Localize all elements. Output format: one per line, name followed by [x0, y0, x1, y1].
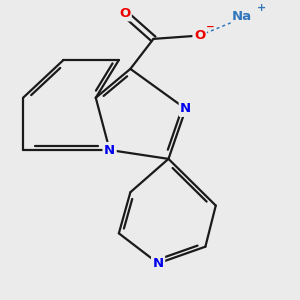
Text: Na: Na — [232, 10, 252, 23]
Text: N: N — [152, 257, 164, 270]
Text: O: O — [194, 29, 205, 42]
Text: +: + — [257, 3, 266, 13]
Text: O: O — [119, 7, 130, 20]
Text: −: − — [206, 22, 214, 32]
Text: N: N — [104, 143, 115, 157]
Text: N: N — [180, 102, 191, 116]
